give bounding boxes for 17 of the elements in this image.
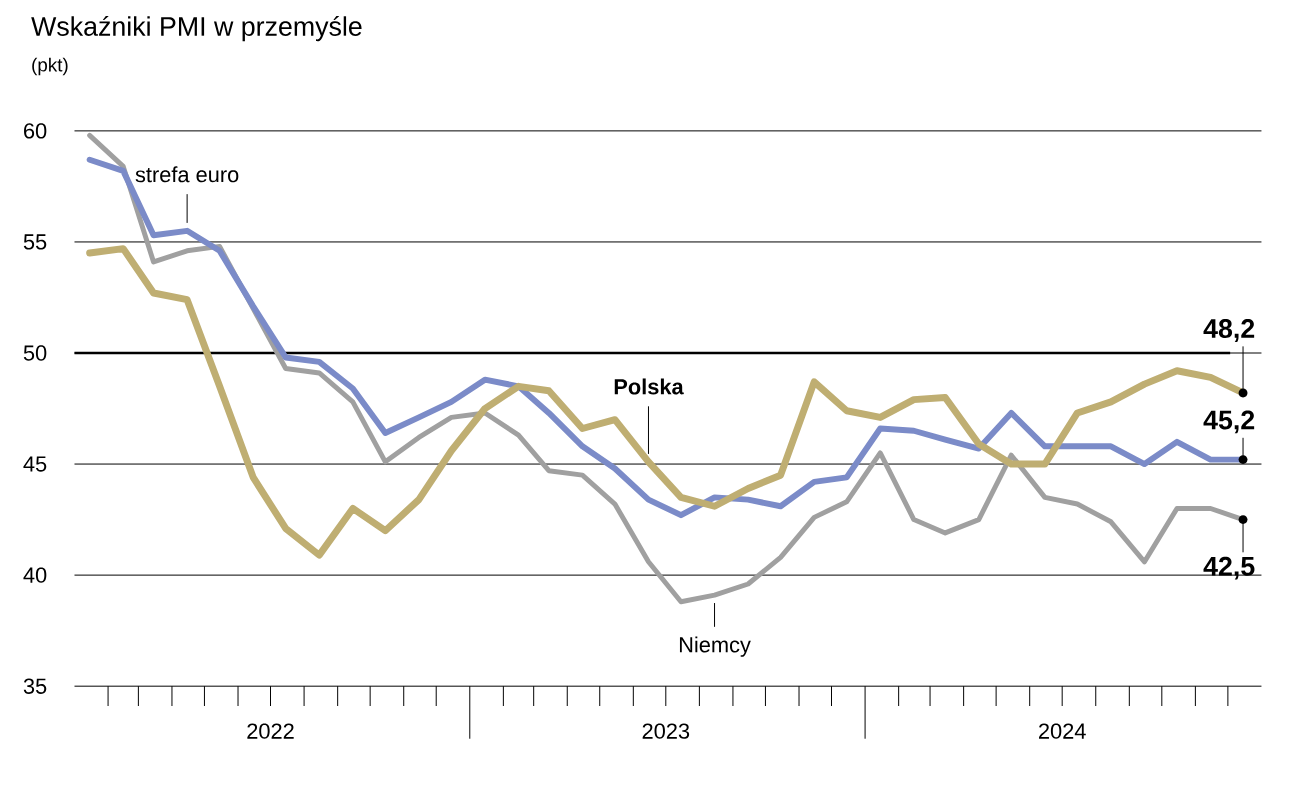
x-tick-label: 2022 <box>247 723 294 739</box>
y-tick-label: 40 <box>23 567 47 583</box>
legend-label: Niemcy <box>679 636 751 657</box>
series-label: Polska <box>614 378 684 395</box>
data-label: 42,5 <box>1203 556 1255 580</box>
chart-subtitle: (pkt) <box>32 57 68 76</box>
data-label: 48,2 <box>1203 319 1255 342</box>
series-label: strefa euro <box>135 166 239 183</box>
y-tick-label: 45 <box>23 456 47 472</box>
data-label: 45,2 <box>1203 410 1255 434</box>
x-tick-label: 2023 <box>642 723 690 739</box>
y-tick-label: 60 <box>24 123 47 139</box>
chart-title: Wskaźniki PMI w przemyśle <box>31 15 362 42</box>
y-tick-label: 50 <box>23 345 47 361</box>
y-tick-label: 55 <box>23 234 47 250</box>
y-tick-label: 35 <box>23 678 47 694</box>
x-tick-label: 2024 <box>1039 723 1086 739</box>
